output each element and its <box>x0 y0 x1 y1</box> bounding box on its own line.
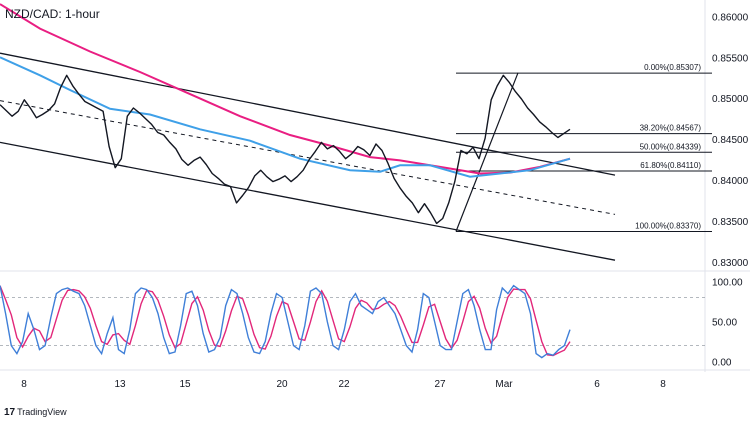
fib-level-label: 61.80%(0.84110) <box>640 161 701 170</box>
stoch-tick-label: 100.00 <box>712 278 743 289</box>
stoch-tick-label: 0.00 <box>712 358 732 369</box>
fib-level-label: 0.00%(0.85307) <box>644 63 701 72</box>
chart-title: NZD/CAD: 1-hour <box>5 7 100 21</box>
x-tick-label: 20 <box>276 379 288 390</box>
channel-mid-line <box>0 100 616 215</box>
fib-impulse-line <box>455 72 519 232</box>
x-tick-label: 13 <box>114 379 126 390</box>
stoch-d-line <box>0 285 571 357</box>
x-tick-label: 15 <box>179 379 191 390</box>
x-tick-label: 6 <box>594 379 600 390</box>
y-tick-label: 0.84500 <box>712 135 749 146</box>
x-tick-label: 8 <box>660 379 666 390</box>
x-tick-label: 22 <box>338 379 350 390</box>
y-tick-label: 0.84000 <box>712 176 749 187</box>
x-tick-label: 8 <box>21 379 27 390</box>
y-tick-label: 0.85500 <box>712 53 749 64</box>
y-tick-label: 0.83000 <box>712 258 749 269</box>
ma-slow-line <box>0 3 571 175</box>
ma-fast-line <box>0 56 571 178</box>
channel-upper-line <box>0 52 616 176</box>
y-tick-label: 0.86000 <box>712 12 749 23</box>
x-tick-label: Mar <box>495 379 513 390</box>
channel-lower-line <box>0 141 616 261</box>
brand-label: TradingView <box>17 407 67 417</box>
fib-level-label: 100.00%(0.83370) <box>635 222 701 231</box>
x-tick-label: 27 <box>434 379 446 390</box>
y-tick-label: 0.83500 <box>712 217 749 228</box>
stoch-k-line <box>0 284 571 359</box>
price-line <box>0 74 571 225</box>
tradingview-logo-icon: 17 <box>4 407 16 418</box>
fib-level-label: 50.00%(0.84339) <box>640 142 702 151</box>
fib-level-label: 38.20%(0.84567) <box>640 124 702 133</box>
tradingview-brand: 17 TradingView <box>4 407 67 418</box>
stoch-tick-label: 50.00 <box>712 318 737 329</box>
y-tick-label: 0.85000 <box>712 94 749 105</box>
